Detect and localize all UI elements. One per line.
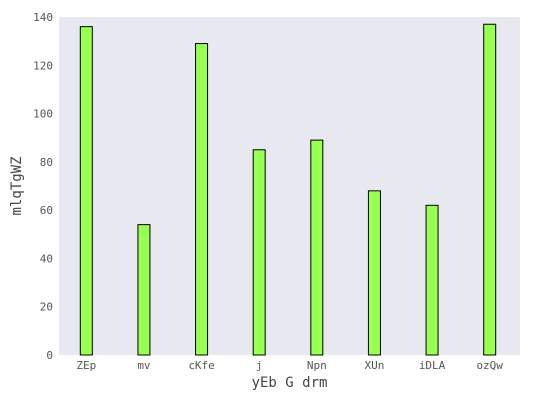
x-tick-label: ozQw (476, 359, 503, 372)
y-tick-label: 20 (40, 301, 53, 314)
bar (79, 26, 93, 356)
x-tick-label: ZEp (76, 359, 96, 372)
y-axis-ticks: 0 20 40 60 80 100 120 140 (33, 11, 53, 362)
bar (195, 43, 209, 356)
x-tick-label: Npn (307, 359, 327, 372)
bar (483, 23, 497, 356)
y-tick-label: 120 (33, 59, 53, 72)
plot-area (59, 17, 520, 355)
bar (425, 204, 439, 356)
x-tick-label: cKfe (188, 359, 215, 372)
bar (137, 224, 151, 356)
x-tick-label: j (256, 359, 263, 372)
bar (367, 190, 381, 356)
x-axis-label: yEb G drm (252, 375, 328, 391)
bars (79, 23, 497, 356)
x-tick-label: XUn (365, 359, 385, 372)
y-tick-label: 0 (46, 349, 53, 362)
y-axis-label: mlqTgWZ (9, 156, 25, 215)
bar (310, 139, 324, 356)
x-tick-label: iDLA (419, 359, 446, 372)
y-tick-label: 140 (33, 11, 53, 24)
y-tick-label: 60 (40, 204, 53, 217)
y-tick-label: 80 (40, 156, 53, 169)
bar (252, 149, 266, 356)
x-tick-label: mv (137, 359, 151, 372)
x-axis-ticks: ZEp mv cKfe j Npn XUn iDLA ozQw (76, 359, 503, 372)
y-tick-label: 40 (40, 252, 53, 265)
y-tick-label: 100 (33, 108, 53, 121)
